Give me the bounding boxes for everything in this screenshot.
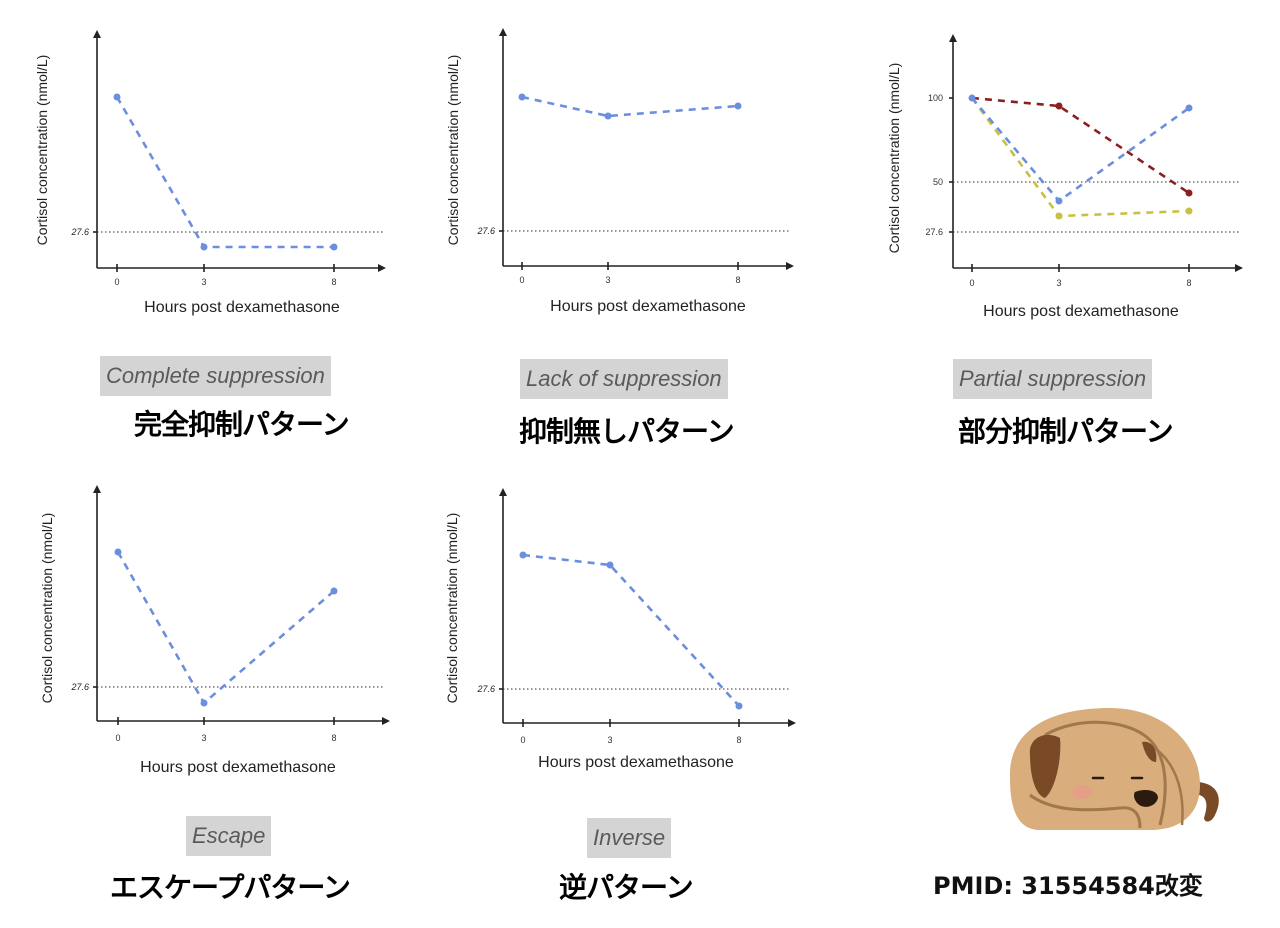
source-citation: PMID: 31554584改変 bbox=[933, 872, 1203, 900]
x-axis-label: Hours post dexamethasone bbox=[538, 754, 734, 771]
x-axis-label: Hours post dexamethasone bbox=[983, 303, 1179, 320]
x-axis-label: Hours post dexamethasone bbox=[144, 299, 340, 316]
data-point bbox=[1185, 207, 1193, 215]
data-point bbox=[519, 551, 527, 559]
y-tick-label: 27.6 bbox=[70, 227, 89, 237]
data-point bbox=[518, 93, 526, 101]
data-point bbox=[1055, 197, 1063, 205]
y-tick-label: 50 bbox=[933, 177, 943, 187]
chart-escape: 27.6 0 3 8 Hours post dexamethasone Cort… bbox=[39, 485, 390, 776]
x-tick-label: 8 bbox=[1186, 278, 1191, 288]
chart-inverse: 27.6 0 3 8 Hours post dexamethasone Cort… bbox=[444, 488, 796, 771]
data-point bbox=[1185, 189, 1193, 197]
y-axis-label: Cortisol concentration (nmol/L) bbox=[39, 513, 55, 704]
data-point bbox=[606, 561, 614, 569]
panel-subtitle-escape: エスケープパターン bbox=[110, 871, 351, 904]
y-axis-label: Cortisol concentration (nmol/L) bbox=[445, 55, 461, 246]
x-tick-label: 3 bbox=[1056, 278, 1061, 288]
y-axis-label: Cortisol concentration (nmol/L) bbox=[886, 63, 902, 254]
data-point bbox=[330, 587, 338, 595]
series-line-yellow bbox=[970, 97, 1190, 218]
x-tick-label: 0 bbox=[520, 735, 525, 745]
y-tick-label: 27.6 bbox=[476, 684, 495, 694]
data-point bbox=[330, 243, 338, 251]
x-tick-label: 8 bbox=[736, 735, 741, 745]
data-point bbox=[114, 548, 122, 556]
y-axis-label: Cortisol concentration (nmol/L) bbox=[34, 55, 50, 246]
panel-title-partial-suppression: Partial suppression bbox=[953, 359, 1153, 399]
sleeping-dog-illustration bbox=[1009, 708, 1219, 830]
panel-subtitle-partial-suppression: 部分抑制パターン bbox=[958, 415, 1174, 448]
x-tick-label: 3 bbox=[607, 735, 612, 745]
y-axis-label: Cortisol concentration (nmol/L) bbox=[444, 513, 460, 704]
series-line bbox=[521, 95, 739, 118]
dog-nose-icon bbox=[1134, 790, 1158, 807]
x-tick-label: 3 bbox=[605, 275, 610, 285]
data-point bbox=[1055, 102, 1063, 110]
data-point bbox=[735, 702, 743, 710]
series-line bbox=[115, 96, 334, 249]
data-point bbox=[734, 102, 742, 110]
panel-subtitle-inverse: 逆パターン bbox=[559, 871, 694, 904]
data-point bbox=[200, 699, 208, 707]
x-tick-label: 0 bbox=[115, 733, 120, 743]
series-line-red bbox=[971, 96, 1190, 195]
panel-subtitle-lack-of-suppression: 抑制無しパターン bbox=[519, 415, 735, 448]
y-tick-label: 100 bbox=[928, 93, 943, 103]
panel-title-escape: Escape bbox=[186, 816, 272, 856]
panel-title-lack-of-suppression: Lack of suppression bbox=[520, 359, 728, 399]
data-point bbox=[604, 112, 612, 120]
chart-complete-suppression: 27.6 0 3 8 Hours post dexamethasone Cort… bbox=[34, 30, 386, 316]
x-axis-label: Hours post dexamethasone bbox=[550, 298, 746, 315]
series-line-blue bbox=[971, 97, 1190, 203]
data-point bbox=[200, 243, 208, 251]
panel-title-inverse: Inverse bbox=[587, 818, 672, 858]
data-point bbox=[1055, 212, 1063, 220]
x-tick-label: 0 bbox=[114, 277, 119, 287]
data-point bbox=[968, 94, 976, 102]
series-line bbox=[116, 551, 335, 706]
x-tick-label: 0 bbox=[519, 275, 524, 285]
x-tick-label: 3 bbox=[201, 733, 206, 743]
panel-title-complete-suppression: Complete suppression bbox=[100, 356, 331, 396]
y-tick-label: 27.6 bbox=[925, 227, 943, 237]
data-point bbox=[1185, 104, 1193, 112]
chart-partial-suppression: 100 50 27.6 0 3 8 Hours post dexamethaso… bbox=[886, 34, 1243, 320]
dog-ear-icon bbox=[1029, 734, 1061, 798]
x-tick-label: 8 bbox=[735, 275, 740, 285]
y-tick-label: 27.6 bbox=[70, 682, 89, 692]
x-tick-label: 0 bbox=[969, 278, 974, 288]
x-tick-label: 8 bbox=[331, 277, 336, 287]
panel-subtitle-complete-suppression: 完全抑制パターン bbox=[134, 408, 350, 441]
y-tick-label: 27.6 bbox=[476, 226, 495, 236]
x-axis-label: Hours post dexamethasone bbox=[140, 759, 336, 776]
x-tick-label: 3 bbox=[201, 277, 206, 287]
data-point bbox=[113, 93, 121, 101]
x-tick-label: 8 bbox=[331, 733, 336, 743]
series-line bbox=[522, 553, 740, 707]
chart-lack-of-suppression: 27.6 0 3 8 Hours post dexamethasone Cort… bbox=[445, 28, 794, 315]
